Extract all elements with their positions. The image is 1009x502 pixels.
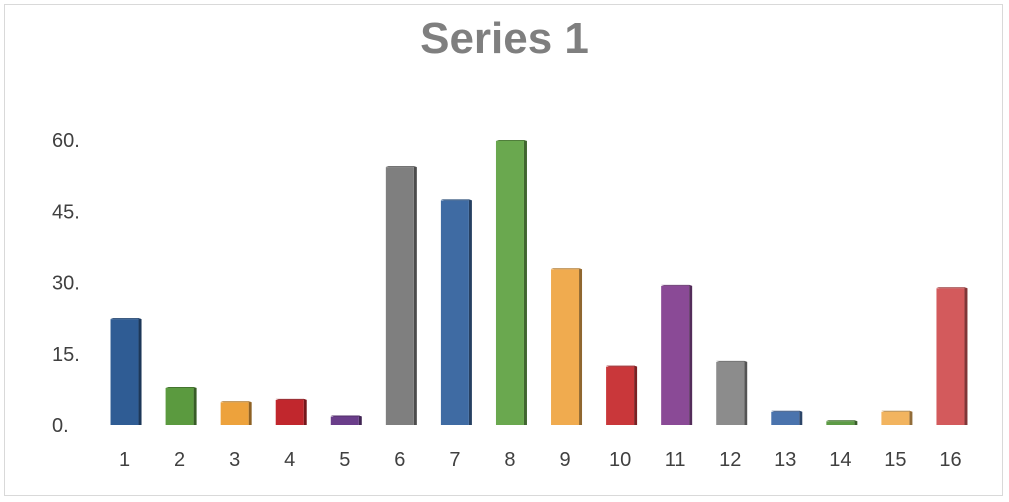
bar <box>606 365 638 425</box>
bar-front <box>881 411 910 425</box>
bar-front <box>220 402 249 425</box>
bar-front <box>606 366 635 425</box>
bar-front <box>110 319 139 425</box>
bar-top <box>716 360 748 362</box>
x-tick-label: 15 <box>884 449 906 471</box>
bar-front <box>495 141 524 425</box>
x-tick-label: 4 <box>284 449 295 471</box>
y-tick-label: 30. <box>52 273 80 295</box>
bar-side <box>689 284 693 425</box>
bar <box>826 420 858 425</box>
bar <box>220 401 252 425</box>
x-tick-label: 12 <box>719 449 741 471</box>
bar <box>661 284 693 425</box>
bar-top <box>220 401 252 403</box>
bar-side <box>909 410 913 425</box>
x-tick-label: 9 <box>559 449 570 471</box>
bar-top <box>440 199 472 201</box>
x-tick-label: 8 <box>504 449 515 471</box>
bar-front <box>551 269 580 425</box>
x-tick-label: 16 <box>939 449 961 471</box>
bar <box>716 360 748 425</box>
bar-side <box>413 166 417 425</box>
bar-top <box>661 284 693 286</box>
bar-side <box>799 410 803 425</box>
bar-side <box>579 268 583 425</box>
x-tick-label: 11 <box>665 449 686 471</box>
bar-top <box>330 415 362 417</box>
bar-side <box>358 415 362 425</box>
bar-top <box>826 420 858 422</box>
y-tick-label: 15. <box>52 344 80 366</box>
bar-side <box>634 365 638 425</box>
bar-side <box>523 140 527 425</box>
bar-side <box>138 318 142 425</box>
bar-top <box>936 287 968 289</box>
bar-side <box>248 401 252 425</box>
x-axis-labels: 1 2 3 4 5 6 7 8 9 10 11 12 13 14 15 16 <box>119 449 962 471</box>
bar-front <box>936 288 965 425</box>
bar-side <box>193 387 197 425</box>
bar-top <box>551 268 583 270</box>
bar-top <box>606 365 638 367</box>
bar-front <box>330 416 359 425</box>
x-tick-label: 3 <box>229 449 240 471</box>
bar <box>936 287 968 425</box>
bar-front <box>275 399 304 425</box>
bar-front <box>165 388 194 425</box>
bar-top <box>275 398 307 400</box>
bar-front <box>440 200 469 425</box>
bar <box>771 410 803 425</box>
bar-front <box>771 411 800 425</box>
x-tick-label: 6 <box>394 449 405 471</box>
x-tick-label: 7 <box>449 449 460 471</box>
x-tick-label: 5 <box>339 449 350 471</box>
bar-side <box>744 360 748 425</box>
bar-side <box>468 199 472 425</box>
bar-front <box>661 285 690 425</box>
bar-front <box>716 361 745 425</box>
bar <box>275 398 307 425</box>
bar <box>881 410 913 425</box>
bar-top <box>385 166 417 168</box>
bar-front <box>385 167 414 425</box>
chart-title: Series 1 <box>420 14 589 63</box>
y-tick-label: 60. <box>52 130 80 152</box>
bar <box>495 140 527 425</box>
x-tick-label: 13 <box>774 449 796 471</box>
bar <box>330 415 362 425</box>
bar <box>440 199 472 425</box>
bar-top <box>165 387 197 388</box>
bar <box>165 387 197 425</box>
x-tick-label: 1 <box>119 449 130 471</box>
bar-top <box>110 318 142 320</box>
bar-top <box>881 410 913 412</box>
x-tick-label: 10 <box>609 449 631 471</box>
bar-side <box>303 398 307 425</box>
bars <box>110 140 968 425</box>
x-tick-label: 14 <box>829 449 851 471</box>
y-tick-label: 45. <box>52 201 80 223</box>
x-tick-label: 2 <box>174 449 185 471</box>
bar-front <box>826 421 855 425</box>
bar-top <box>771 410 803 412</box>
y-tick-label: 0. <box>52 415 69 437</box>
bar-side <box>964 287 968 425</box>
bar-side <box>854 420 858 425</box>
bar-top <box>495 140 527 141</box>
bar <box>110 318 142 425</box>
y-axis-labels: 0. 15. 30. 45. 60. <box>52 130 80 437</box>
bar <box>551 268 583 425</box>
bar <box>385 166 417 425</box>
